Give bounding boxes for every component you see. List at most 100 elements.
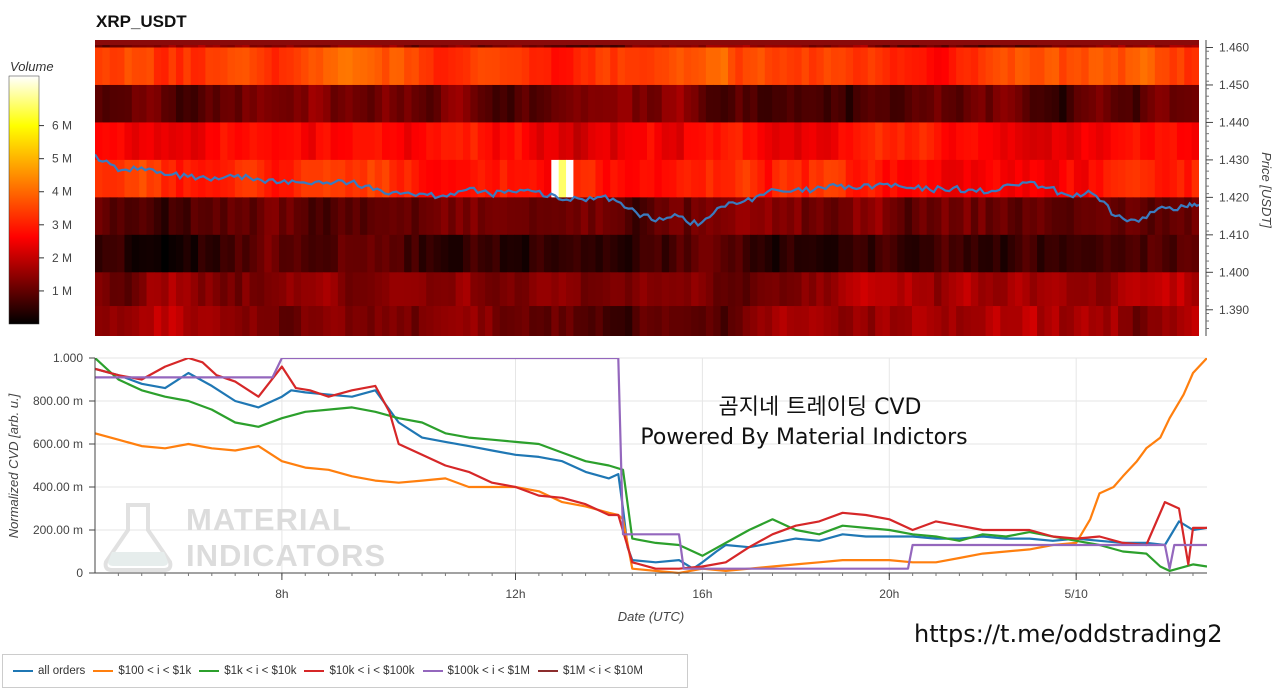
heatmap-cell	[146, 234, 155, 273]
heatmap-cell	[919, 272, 928, 311]
heatmap-cell	[448, 122, 457, 161]
heatmap-cell	[551, 84, 560, 123]
heatmap-cell	[720, 159, 729, 198]
heatmap-cell	[1147, 159, 1156, 198]
heatmap-cell	[323, 234, 332, 273]
heatmap-cell	[448, 272, 457, 311]
legend-item[interactable]: $100 < i < $1k	[93, 665, 191, 677]
cvd-annotation-line-1: 곰지네 트레이딩 CVD	[718, 395, 921, 420]
heatmap-cell	[676, 84, 685, 123]
heatmap-cell	[595, 84, 604, 123]
telegram-url[interactable]: https://t.me/oddstrading2	[914, 620, 1223, 648]
heatmap-cell	[499, 272, 508, 311]
heatmap-cell	[507, 197, 516, 236]
heatmap-cell	[374, 47, 383, 86]
heatmap-cell	[669, 306, 678, 336]
heatmap-cell	[293, 122, 302, 161]
legend-label: all orders	[38, 665, 86, 677]
heatmap-cell	[389, 306, 398, 336]
legend-item[interactable]: $100k < i < $1M	[422, 665, 530, 677]
heatmap-cell	[801, 272, 810, 311]
heatmap-cell	[352, 306, 361, 336]
heatmap-cell	[264, 234, 273, 273]
heatmap-cell	[595, 159, 604, 198]
heatmap-cell	[1095, 122, 1104, 161]
heatmap-cell	[1176, 272, 1185, 311]
heatmap-cell	[1184, 197, 1193, 236]
heatmap-cell	[831, 306, 839, 336]
legend-swatch	[13, 670, 33, 672]
heatmap-cell	[1015, 272, 1023, 311]
heatmap-cell	[720, 272, 729, 311]
heatmap-cell	[1044, 272, 1053, 311]
colorbar-tick-label: 6 M	[52, 119, 72, 133]
heatmap-cell	[308, 84, 317, 123]
heatmap-cell	[602, 122, 611, 161]
heatmap-cell	[948, 197, 957, 236]
heatmap-cell	[308, 122, 317, 161]
heatmap-cell	[573, 197, 582, 236]
heatmap-cell	[404, 234, 413, 273]
heatmap-cell	[477, 84, 486, 123]
colorbar-title: Volume	[10, 59, 54, 74]
heatmap-cell	[786, 47, 795, 86]
heatmap-cell	[249, 197, 258, 236]
heatmap-cell	[934, 47, 942, 86]
heatmap-cell	[816, 197, 825, 236]
legend-item[interactable]: $1M < i < $10M	[538, 665, 643, 677]
heatmap-cell	[499, 122, 508, 161]
heatmap-cell	[705, 122, 714, 161]
heatmap-cell	[161, 306, 170, 336]
heatmap-cell	[838, 306, 847, 336]
heatmap-cell	[580, 272, 589, 311]
heatmap-cell	[698, 306, 707, 336]
heatmap-cell	[1118, 306, 1126, 336]
heatmap-cell	[198, 234, 206, 273]
legend-item[interactable]: $1k < i < $10k	[199, 665, 296, 677]
heatmap-cell	[433, 47, 442, 86]
heatmap-cell	[1191, 306, 1199, 336]
cvd-x-tick-label: 20h	[879, 587, 899, 601]
heatmap-cell	[691, 47, 700, 86]
heatmap-cell	[750, 47, 758, 86]
heatmap-cell	[367, 197, 376, 236]
heatmap-cell	[1051, 306, 1060, 336]
heatmap-cell	[418, 197, 427, 236]
heatmap-cell	[124, 197, 133, 236]
heatmap-cell	[249, 159, 258, 198]
heatmap-cell	[1169, 234, 1178, 273]
heatmap-cell	[529, 272, 538, 311]
heatmap-cell	[683, 197, 692, 236]
heatmap-cell	[1154, 84, 1163, 123]
heatmap-cell	[477, 234, 486, 273]
heatmap-cell	[588, 197, 597, 236]
heatmap-cell	[315, 122, 324, 161]
heatmap-cell	[764, 84, 773, 123]
heatmap-cell	[234, 234, 243, 273]
heatmap-cell	[779, 159, 788, 198]
heatmap-cell	[286, 306, 295, 336]
heatmap-cell	[367, 159, 376, 198]
heatmap-cell	[330, 234, 339, 273]
heatmap-cell	[970, 197, 979, 236]
heatmap-cell	[463, 84, 471, 123]
heatmap-cell	[985, 306, 994, 336]
legend-item[interactable]: all orders	[13, 665, 85, 677]
heatmap-cell	[602, 197, 611, 236]
legend-item[interactable]: $10k < i < $100k	[304, 665, 415, 677]
heatmap-cell	[1191, 159, 1199, 198]
heatmap-cell	[492, 47, 501, 86]
heatmap-cell	[904, 122, 913, 161]
heatmap-cell	[1103, 122, 1112, 161]
heatmap-cell	[1147, 234, 1156, 273]
heatmap-cell	[404, 84, 413, 123]
heatmap-cell	[1103, 84, 1112, 123]
heatmap-cell	[632, 306, 641, 336]
heatmap-cell	[1118, 272, 1126, 311]
heatmap-cell	[779, 234, 788, 273]
heatmap-cell	[1088, 306, 1097, 336]
heatmap-cell	[212, 122, 221, 161]
heatmap-cell	[1118, 122, 1126, 161]
heatmap-cell	[308, 47, 317, 86]
heatmap-cell	[588, 272, 597, 311]
